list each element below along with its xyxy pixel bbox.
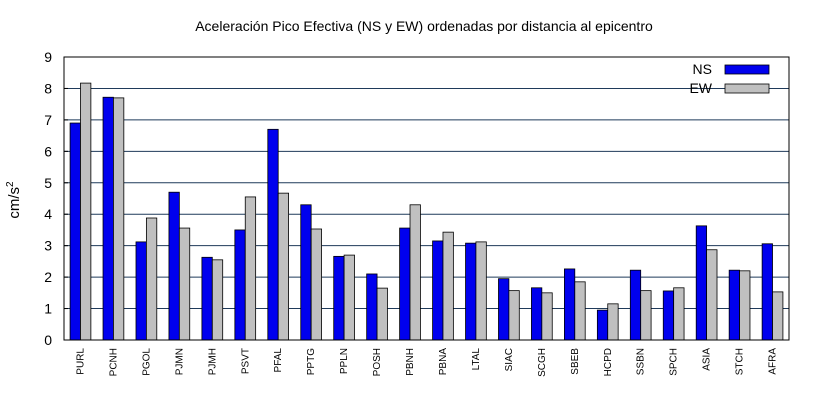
x-tick-label: POSH	[372, 348, 383, 376]
x-tick-label: PGOL	[141, 348, 152, 376]
y-tick-label: 6	[44, 143, 52, 159]
x-tick-label: PSVT	[240, 348, 251, 374]
bar-ns-pjmn	[168, 191, 180, 341]
x-tick-label: PJMN	[174, 348, 185, 375]
y-axis-label: cm/s2	[5, 181, 23, 219]
bar-ns-afra	[761, 243, 773, 341]
bar-ns-pcnh	[102, 96, 114, 341]
bar-ns-posh	[366, 273, 378, 341]
x-tick-label: SPCH	[669, 348, 680, 376]
bar-ns-ltal	[465, 242, 477, 341]
bar-ew-pjmn	[178, 227, 191, 341]
bar-ns-spch	[662, 290, 675, 341]
bar-ns-sbeb	[564, 268, 576, 341]
y-axis-label-base: cm/s	[6, 187, 23, 219]
y-tick-label: 1	[44, 301, 52, 317]
x-tick-label: AFRA	[768, 348, 779, 375]
x-tick-label: SBEB	[570, 348, 581, 375]
bar-ew-pjmh	[211, 259, 224, 341]
bar-ns-ppln	[333, 255, 345, 341]
bar-ns-pptg	[300, 204, 312, 341]
bar-ns-stch	[728, 269, 740, 341]
bar-ew-pbna	[442, 231, 454, 341]
bar-ew-pbnh	[409, 204, 421, 341]
x-tick-label: SIAC	[504, 348, 515, 371]
chart-title: Aceleración Pico Efectiva (NS y EW) orde…	[195, 18, 653, 34]
y-tick-label: 5	[44, 175, 52, 191]
bar-ew-purl	[80, 82, 92, 341]
y-tick-label: 2	[44, 269, 52, 285]
x-tick-label: LTAL	[471, 348, 482, 371]
bar-ew-ssbn	[640, 290, 652, 341]
bar-ns-siac	[498, 278, 510, 341]
bar-ew-posh	[376, 287, 388, 341]
x-tick-label: PJMH	[207, 348, 218, 375]
y-tick-label: 3	[44, 238, 52, 254]
legend: NS EW	[689, 61, 770, 96]
bar-ns-pjmh	[201, 256, 213, 341]
x-tick-label: SSBN	[636, 348, 647, 375]
bar-ew-pcnh	[113, 97, 125, 341]
bar-ew-spch	[673, 287, 685, 341]
y-tick-label: 7	[44, 112, 52, 128]
x-tick-label: SCGH	[537, 348, 548, 377]
bar-ew-scgh	[541, 292, 553, 341]
bar-ns-purl	[69, 122, 81, 341]
bar-ns-pbnh	[399, 227, 411, 341]
bar-ew-sbeb	[574, 281, 586, 341]
bars	[69, 82, 784, 341]
x-tick-label: ASIA	[702, 348, 713, 371]
bar-ns-scgh	[531, 287, 543, 341]
bar-ns-psvt	[234, 229, 246, 341]
bar-ns-pgol	[135, 241, 147, 341]
y-tick-label: 9	[44, 49, 52, 65]
bar-ns-ssbn	[629, 269, 642, 341]
x-tick-label: PBNA	[438, 348, 449, 376]
bar-ew-afra	[772, 291, 784, 341]
bar-ew-siac	[508, 290, 520, 341]
bar-ew-pgol	[145, 217, 158, 341]
y-tick-label: 4	[44, 206, 52, 222]
legend-label-ns: NS	[693, 61, 712, 77]
bar-ew-ltal	[475, 241, 487, 341]
y-axis-label-superscript: 2	[5, 181, 16, 187]
bar-ew-pfal	[277, 192, 290, 341]
x-tick-label: STCH	[735, 348, 746, 375]
y-ticks: 0 1 2 3 4 5 6 7 8 9	[44, 49, 68, 348]
x-tick-label: PFAL	[273, 348, 284, 373]
x-tick-label: PPTG	[306, 348, 317, 375]
x-ticks: PURL PCNH PGOL PJMN PJMH PSVT PFAL PPTG PPLN POSH…	[75, 348, 778, 377]
bar-ew-ppln	[343, 254, 355, 341]
bar-ns-pfal	[267, 128, 279, 341]
x-tick-label: PPLN	[339, 348, 350, 374]
legend-swatch-ew	[724, 83, 770, 94]
bar-ew-stch	[739, 270, 751, 341]
x-tick-label: HCPD	[603, 348, 614, 376]
bar-ns-pbna	[432, 240, 444, 341]
y-tick-label: 8	[44, 80, 52, 96]
legend-label-ew: EW	[689, 80, 712, 96]
bar-ns-hcpd	[596, 309, 609, 341]
bar-ew-hcpd	[607, 303, 619, 341]
plot-frame	[63, 56, 790, 341]
bar-ew-pptg	[310, 228, 322, 341]
x-tick-label: PURL	[75, 348, 86, 375]
x-tick-label: PBNH	[405, 348, 416, 376]
x-tick-label: PCNH	[108, 348, 119, 376]
y-tick-label: 0	[44, 332, 52, 348]
legend-swatch-ns	[724, 64, 770, 75]
bar-ns-asia	[695, 225, 708, 341]
bar-ew-asia	[706, 249, 718, 341]
bar-ew-psvt	[244, 196, 257, 341]
